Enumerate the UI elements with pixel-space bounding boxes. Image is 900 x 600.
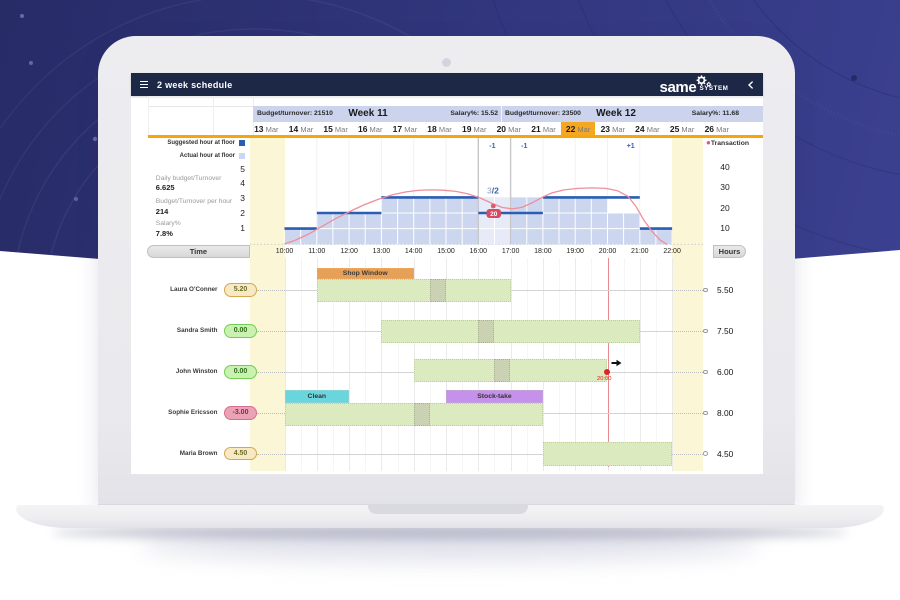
svg-text:-1: -1 <box>489 142 495 149</box>
svg-text:+1: +1 <box>627 142 635 149</box>
svg-text:20: 20 <box>490 210 498 217</box>
svg-text:-1: -1 <box>521 142 527 149</box>
svg-text:3/2: 3/2 <box>487 185 499 195</box>
